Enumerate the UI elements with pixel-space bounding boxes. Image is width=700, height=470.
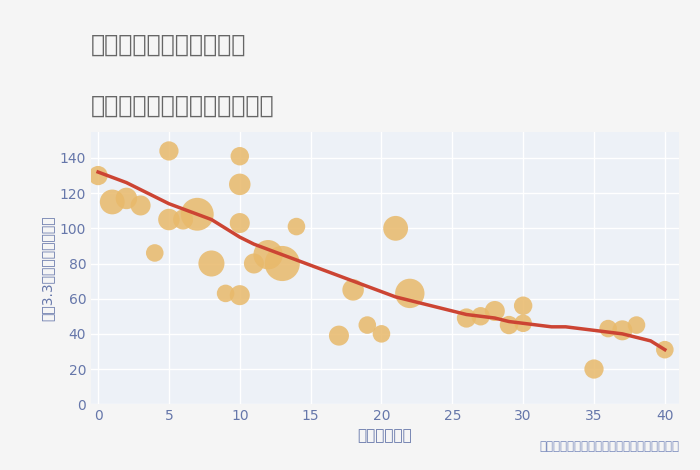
Point <box>603 325 614 332</box>
Point <box>206 260 217 267</box>
Point <box>617 327 628 334</box>
Point <box>192 211 203 218</box>
Point <box>517 320 528 327</box>
Point <box>631 321 642 329</box>
Point <box>461 314 472 322</box>
Text: 円の大きさは、取引のあった物件面積を示す: 円の大きさは、取引のあった物件面積を示す <box>539 439 679 453</box>
Point <box>362 321 373 329</box>
Point <box>290 223 302 230</box>
Point <box>489 307 500 315</box>
Point <box>390 225 401 232</box>
Point <box>404 290 415 297</box>
Point <box>234 152 246 160</box>
Point <box>163 216 174 223</box>
Point <box>376 330 387 337</box>
Point <box>248 260 260 267</box>
Point <box>333 332 344 339</box>
Point <box>503 321 514 329</box>
Point <box>276 260 288 267</box>
Text: 奈良県奈良市尼辻北町の: 奈良県奈良市尼辻北町の <box>91 33 246 57</box>
Point <box>220 290 231 297</box>
Point <box>234 180 246 188</box>
Point <box>659 346 671 353</box>
Point <box>106 198 118 206</box>
Point <box>92 172 104 180</box>
Point <box>163 147 174 155</box>
Point <box>234 291 246 299</box>
Point <box>178 216 189 223</box>
X-axis label: 築年数（年）: 築年数（年） <box>358 429 412 444</box>
Point <box>589 365 600 373</box>
Point <box>475 313 486 320</box>
Point <box>347 286 358 294</box>
Point <box>262 251 274 258</box>
Y-axis label: 坪（3.3㎡）単価（万円）: 坪（3.3㎡）単価（万円） <box>40 215 54 321</box>
Point <box>121 195 132 202</box>
Point <box>149 249 160 257</box>
Point <box>135 202 146 209</box>
Point <box>517 302 528 309</box>
Text: 築年数別中古マンション価格: 築年数別中古マンション価格 <box>91 94 274 118</box>
Point <box>234 219 246 227</box>
